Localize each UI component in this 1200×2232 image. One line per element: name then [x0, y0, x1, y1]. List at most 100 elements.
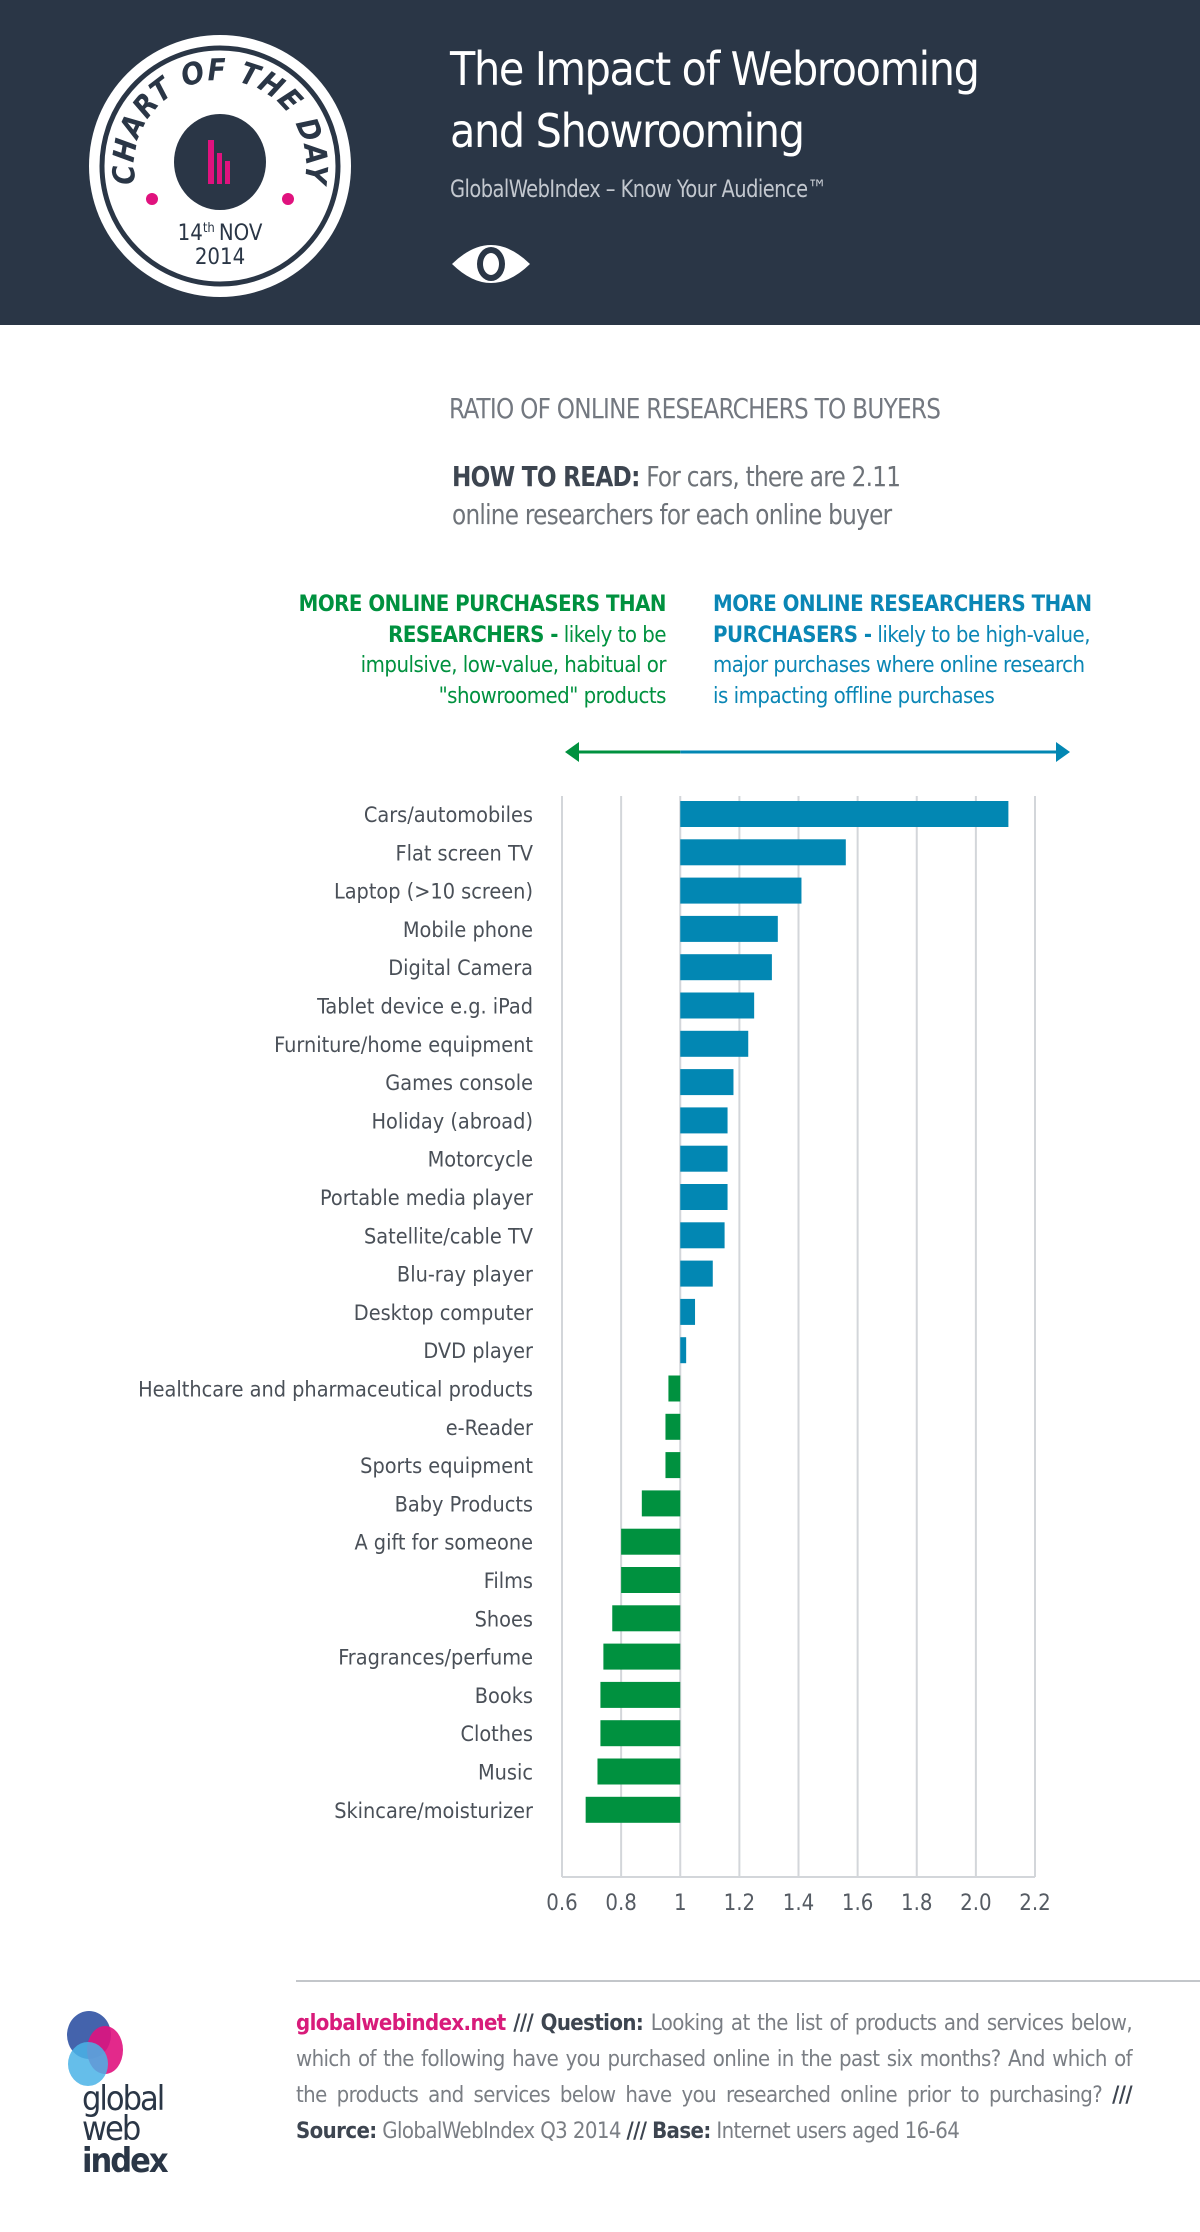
badge-day: 14	[178, 221, 203, 246]
category-label: Furniture/home equipment	[274, 1033, 533, 1058]
category-label: Mobile phone	[403, 918, 533, 943]
legend-right-text-1: likely to be high-value,	[877, 622, 1091, 648]
bar	[680, 839, 846, 866]
bar	[621, 1567, 681, 1593]
legend-left-text-1: likely to be	[563, 622, 667, 648]
bar	[680, 1222, 725, 1249]
category-label: Holiday (abroad)	[371, 1109, 533, 1134]
arrow-left-head	[565, 742, 579, 762]
chart-of-the-day-badge: CHART OF THE DAY 14th NOV 2014	[89, 35, 351, 297]
separator: ///	[1112, 2083, 1132, 2108]
subtitle: GlobalWebIndex – Know Your Audience™	[450, 175, 827, 203]
bar	[680, 992, 755, 1019]
category-label: Clothes	[460, 1722, 533, 1747]
category-label: Skincare/moisturizer	[334, 1799, 533, 1824]
logo-text-global: global	[82, 2079, 163, 2119]
bar-chart: Cars/automobiles Flat screen TV Laptop (>1…	[138, 742, 1070, 1916]
category-label: Digital Camera	[388, 956, 533, 981]
category-label: Portable media player	[320, 1186, 533, 1211]
footer-divider	[296, 1980, 1200, 1982]
category-label: Cars/automobiles	[364, 803, 533, 828]
category-label: Books	[475, 1684, 533, 1709]
category-label: Music	[478, 1761, 533, 1786]
x-tick-label: 1.6	[842, 1891, 873, 1916]
x-tick-label: 0.6	[546, 1891, 577, 1916]
bar	[680, 1298, 696, 1325]
bar	[621, 1528, 681, 1555]
question-label: Question:	[540, 2011, 644, 2036]
legend-left-heading: MORE ONLINE PURCHASERS THAN	[298, 592, 667, 617]
separator: ///	[513, 2011, 534, 2036]
logo-text-web: web	[82, 2109, 140, 2149]
page-title: The Impact of Webrooming and Showrooming	[450, 38, 980, 162]
bar	[680, 801, 1009, 827]
separator: ///	[626, 2119, 647, 2144]
category-label: Shoes	[475, 1607, 533, 1632]
x-tick-label: 0.8	[605, 1891, 636, 1916]
legend-right-text-3: is impacting offline purchases	[713, 683, 995, 709]
bar	[680, 1145, 728, 1172]
globalwebindex-logo: global web index	[67, 2011, 171, 2181]
source-label: Source:	[296, 2119, 377, 2144]
category-label: Desktop computer	[354, 1301, 533, 1326]
category-label: Baby Products	[395, 1492, 533, 1517]
bar	[680, 1030, 749, 1057]
bar	[680, 1260, 713, 1287]
legend-left-text-2: impulsive, low-value, habitual or	[360, 653, 667, 678]
category-label: Satellite/cable TV	[364, 1224, 534, 1249]
base-text: Internet users aged 16-64	[716, 2119, 960, 2144]
category-label: Tablet device e.g. iPad	[316, 995, 533, 1020]
base-label: Base:	[652, 2119, 711, 2144]
bar	[600, 1720, 681, 1747]
bar	[680, 1184, 728, 1210]
bar	[680, 1069, 734, 1096]
legend-right-heading: MORE ONLINE RESEARCHERS THAN	[713, 592, 1092, 617]
category-label: Laptop (>10 screen)	[334, 880, 533, 905]
bar	[665, 1452, 681, 1479]
bar	[600, 1681, 681, 1708]
bar	[597, 1758, 681, 1785]
category-label: A gift for someone	[354, 1531, 533, 1556]
x-tick-label: 1.8	[901, 1891, 932, 1916]
arrow-right-head	[1056, 742, 1070, 762]
badge-month: NOV	[219, 221, 263, 246]
bar-chart-icon	[208, 140, 214, 184]
category-label: Sports equipment	[360, 1454, 533, 1479]
bar	[680, 1107, 728, 1134]
legend-right: MORE ONLINE RESEARCHERS THAN PURCHASERS …	[713, 590, 1133, 712]
category-label: e-Reader	[446, 1416, 533, 1441]
footer-note: globalwebindex.net /// Question: Looking…	[296, 2006, 1133, 2150]
eye-icon	[452, 245, 530, 283]
category-label: DVD player	[423, 1339, 533, 1364]
bar	[680, 954, 772, 981]
category-label: Motorcycle	[428, 1148, 533, 1173]
bar	[665, 1413, 681, 1440]
x-tick-label: 2.2	[1019, 1891, 1050, 1916]
x-tick-label: 2.0	[960, 1891, 991, 1916]
category-label: Flat screen TV	[395, 841, 533, 866]
title-line-1: The Impact of Webrooming	[450, 42, 980, 96]
bar	[680, 915, 778, 942]
badge-year: 2014	[195, 245, 245, 270]
title-line-2: and Showrooming	[450, 104, 805, 158]
bar	[585, 1796, 681, 1823]
bar	[641, 1490, 681, 1517]
bar	[612, 1605, 681, 1632]
how-to-read-label: HOW TO READ:	[452, 460, 640, 493]
category-label: Blu-ray player	[397, 1263, 533, 1288]
x-tick-label: 1.2	[724, 1891, 755, 1916]
site-link[interactable]: globalwebindex.net	[296, 2011, 506, 2036]
legend-left-heading-2: RESEARCHERS -	[388, 622, 558, 648]
bar	[680, 1337, 687, 1364]
how-to-read-text-2: online researchers for each online buyer	[452, 498, 892, 531]
bar	[668, 1375, 681, 1402]
category-label: Healthcare and pharmaceutical products	[138, 1378, 533, 1403]
question-text: Looking at the list of products and serv…	[296, 2011, 1133, 2108]
legend-left-text-3: "showroomed" products	[438, 683, 667, 709]
badge-suffix: th	[203, 221, 215, 236]
how-to-read-text-1: For cars, there are 2.11	[646, 460, 901, 493]
header: CHART OF THE DAY 14th NOV 2014 The Impact…	[0, 0, 1200, 325]
legend-right-heading-2: PURCHASERS -	[713, 622, 872, 648]
bar	[680, 877, 802, 904]
bar	[603, 1643, 681, 1670]
